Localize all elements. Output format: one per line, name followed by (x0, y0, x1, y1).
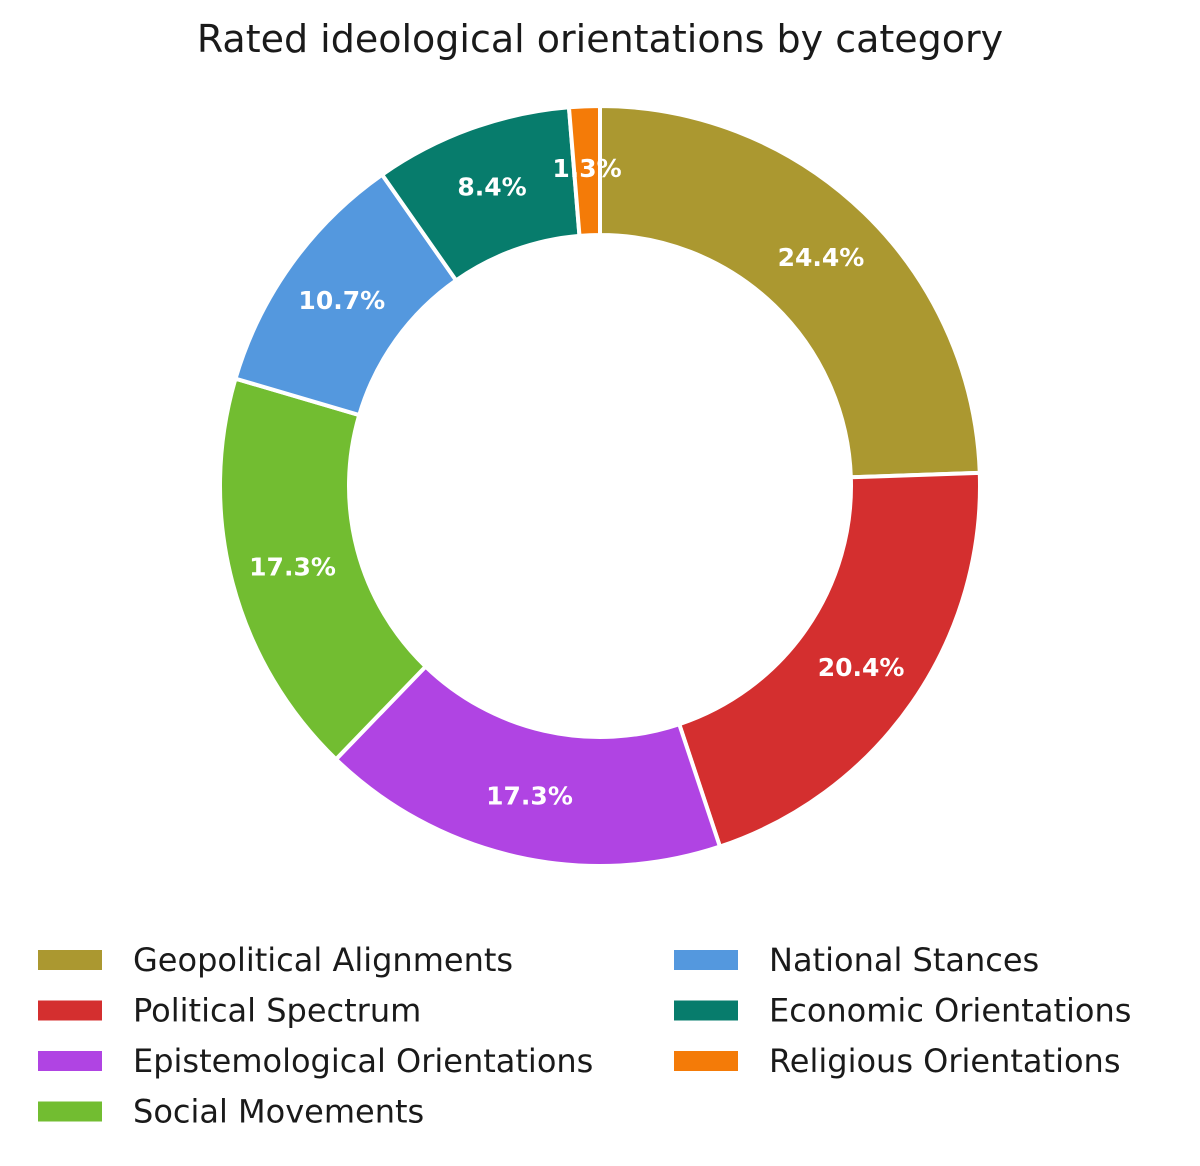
slice-label-2: 17.3% (486, 782, 573, 811)
legend: Geopolitical Alignments Political Spectru… (38, 941, 1131, 1131)
legend-label-4: National Stances (769, 941, 1039, 979)
legend-label-1: Political Spectrum (133, 992, 421, 1030)
legend-item-3: Social Movements (38, 1093, 424, 1131)
slice-label-3: 17.3% (249, 553, 336, 582)
slice-label-1: 20.4% (818, 653, 905, 682)
legend-item-6: Religious Orientations (674, 1042, 1121, 1080)
legend-item-4: National Stances (674, 941, 1039, 979)
donut-slices (218, 103, 982, 868)
slice-0 (598, 103, 982, 480)
legend-item-0: Geopolitical Alignments (38, 941, 513, 979)
legend-item-1: Political Spectrum (38, 992, 421, 1030)
legend-item-2: Epistemological Orientations (38, 1042, 593, 1080)
legend-label-5: Economic Orientations (769, 992, 1131, 1030)
legend-swatch-0 (38, 950, 102, 970)
legend-swatch-4 (674, 950, 738, 970)
slice-6 (566, 103, 602, 238)
slice-1 (676, 470, 982, 850)
legend-label-0: Geopolitical Alignments (133, 941, 513, 979)
legend-swatch-6 (674, 1051, 738, 1071)
legend-label-6: Religious Orientations (769, 1042, 1121, 1080)
slice-label-0: 24.4% (778, 243, 865, 272)
legend-swatch-3 (38, 1101, 102, 1122)
legend-swatch-2 (38, 1051, 102, 1071)
chart-title: Rated ideological orientations by catego… (197, 17, 1003, 61)
slice-labels: 24.4% 20.4% 17.3% 17.3% 10.7% 8.4% 1.3% (249, 154, 904, 811)
slice-label-6: 1.3% (552, 154, 621, 183)
slice-label-5: 8.4% (457, 172, 526, 201)
legend-swatch-5 (674, 1000, 738, 1021)
legend-label-2: Epistemological Orientations (133, 1042, 593, 1080)
slice-2 (333, 663, 723, 868)
slice-3 (218, 376, 429, 763)
slice-label-4: 10.7% (298, 286, 385, 315)
legend-label-3: Social Movements (133, 1093, 424, 1131)
legend-item-5: Economic Orientations (674, 992, 1131, 1030)
legend-swatch-1 (38, 1000, 102, 1021)
